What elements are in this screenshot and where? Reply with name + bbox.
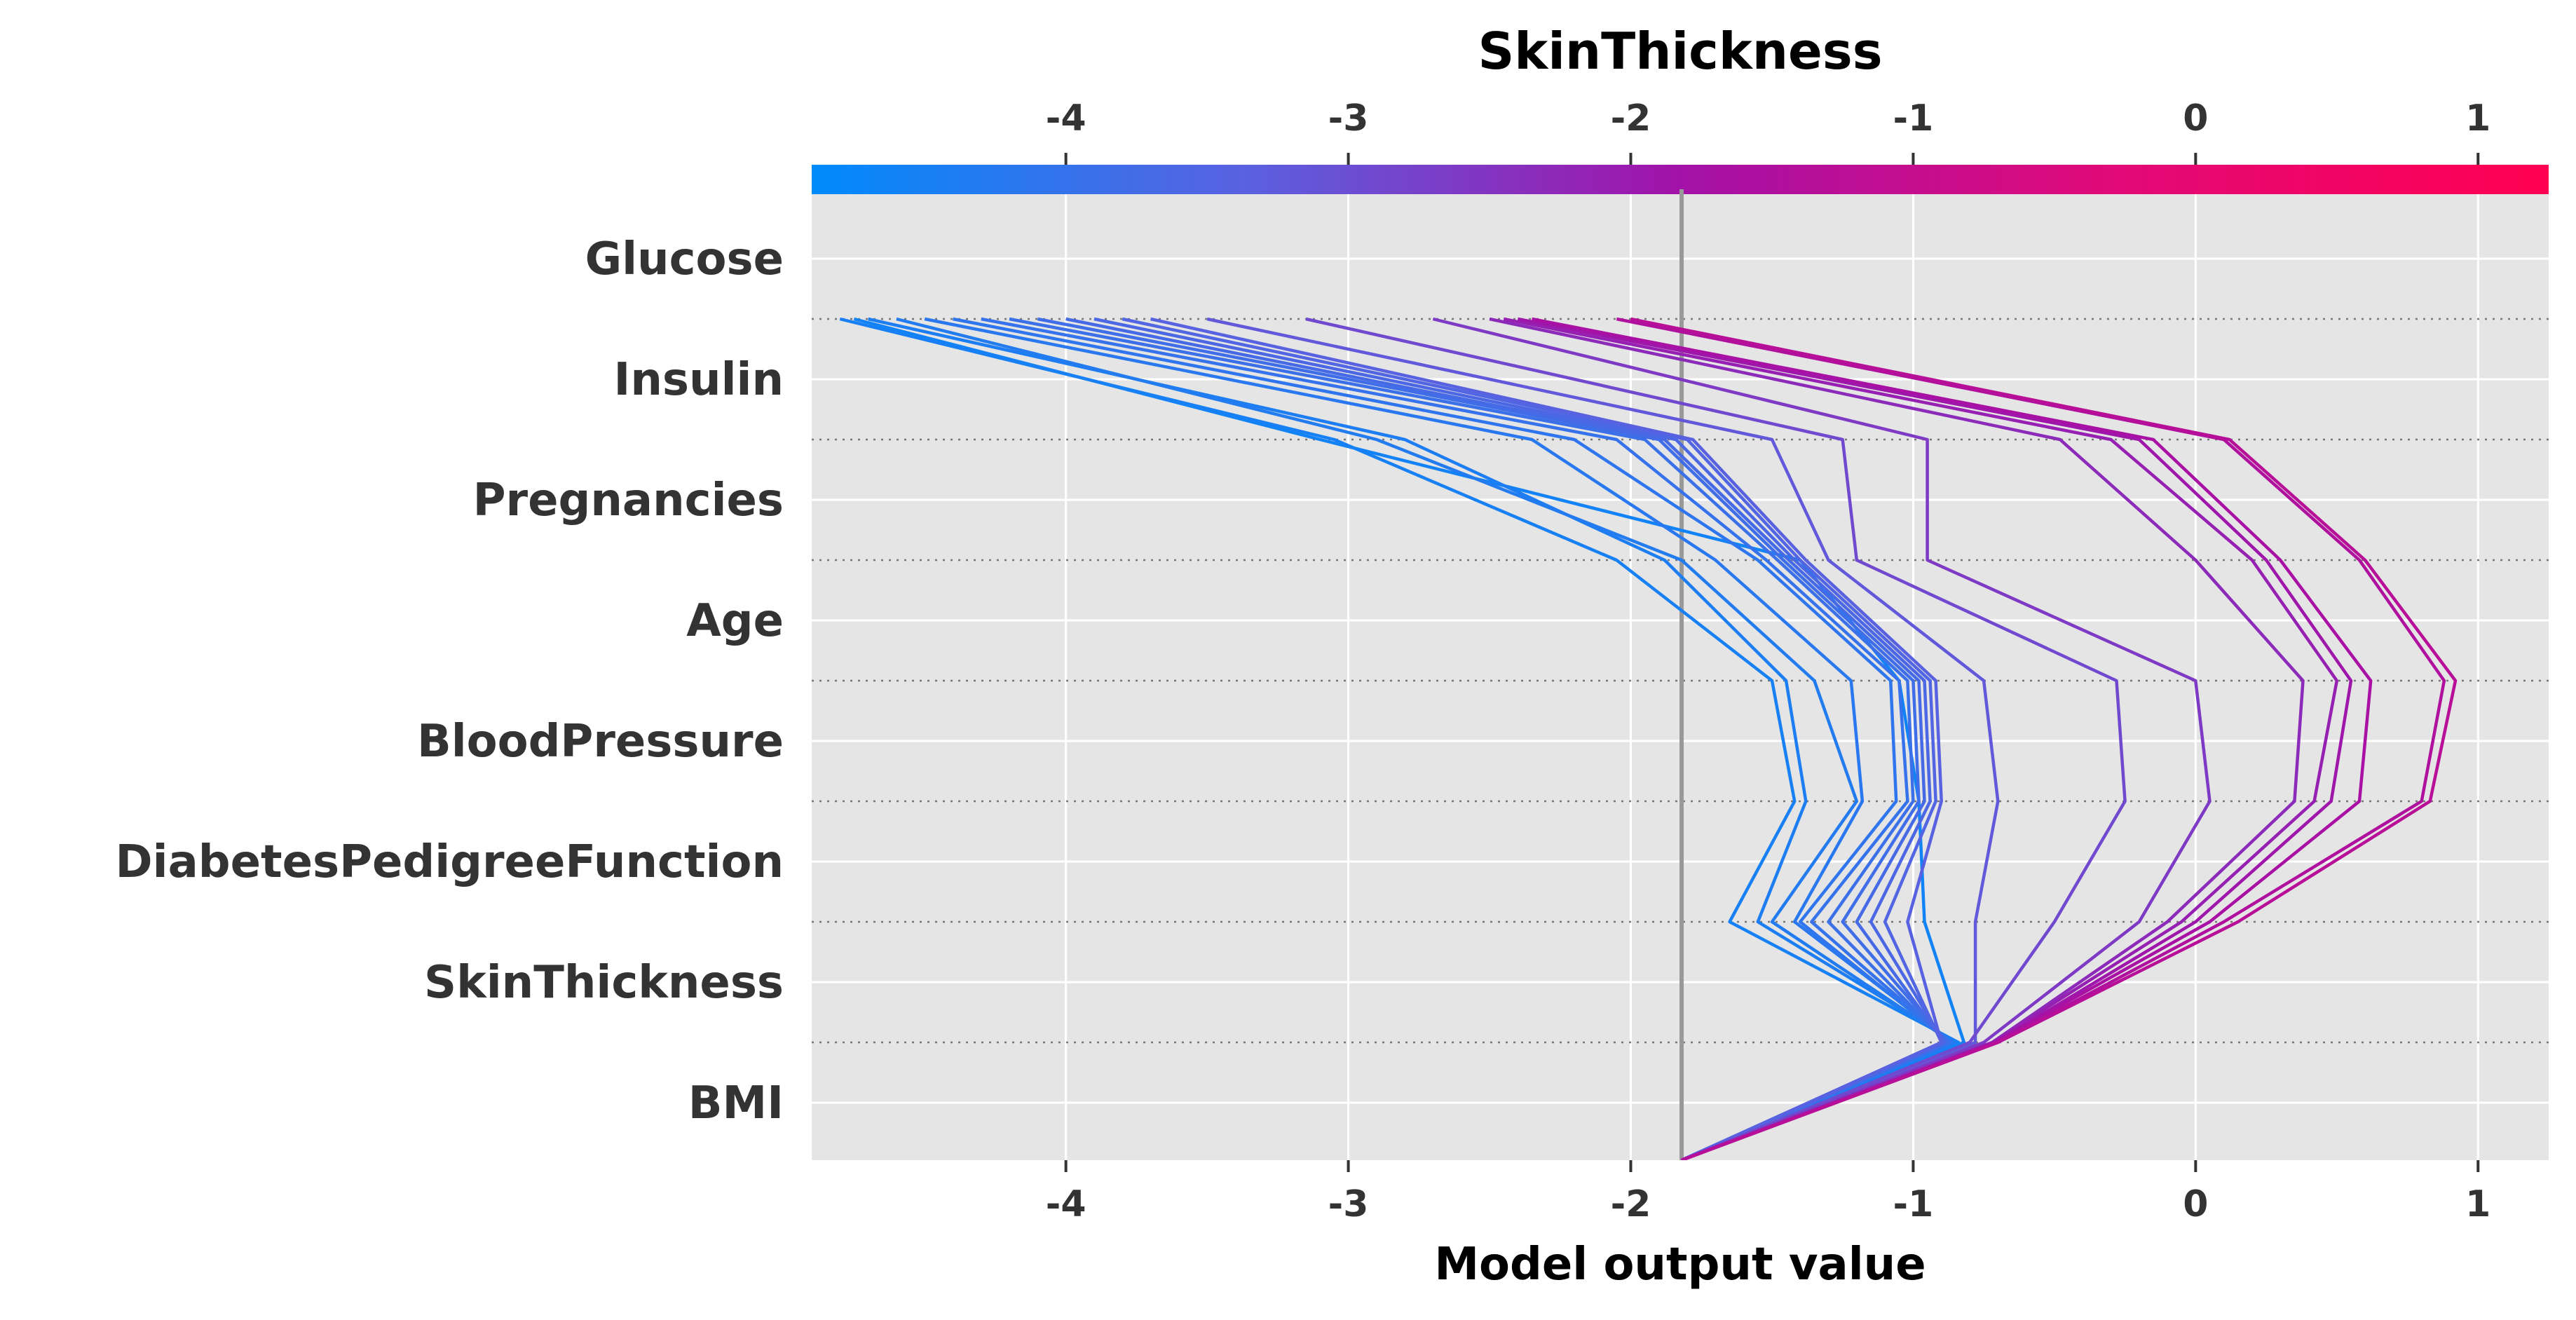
decision-lines (839, 317, 2458, 1160)
decision-line-13 (1206, 317, 2000, 1160)
top-axis: -4 -3 -2 -1 0 1 (1046, 97, 2490, 165)
feature-label-bmi: BMI (688, 1077, 784, 1129)
feature-labels: Glucose Insulin Pregnancies Age BloodPressur… (116, 233, 784, 1129)
decision-line-14 (1305, 317, 2127, 1160)
decision-line-21 (1630, 317, 2458, 1160)
top-tick-label-0: 0 (2183, 97, 2208, 140)
feature-label-pregnancies: Pregnancies (473, 475, 784, 526)
decision-line-9 (1065, 317, 1946, 1160)
decision-line-19 (1532, 317, 2373, 1160)
feature-label-diabetespedigreefunction: DiabetesPedigreeFunction (116, 836, 784, 888)
decision-line-11 (1122, 317, 1943, 1160)
bottom-tick-label--2: -2 (1611, 1183, 1651, 1225)
top-tick-label--1: -1 (1893, 97, 1934, 140)
feature-label-insulin: Insulin (614, 354, 784, 406)
decision-line-15 (1432, 317, 2212, 1160)
top-tick-label--2: -2 (1611, 97, 1651, 140)
bottom-tick-label--1: -1 (1893, 1183, 1934, 1225)
feature-label-bloodpressure: BloodPressure (417, 716, 784, 768)
feature-label-glucose: Glucose (585, 233, 784, 285)
bottom-axis: -4 -3 -2 -1 0 1 (1046, 1160, 2490, 1225)
decision-line-12 (1150, 317, 1943, 1160)
top-tick-label--3: -3 (1328, 97, 1369, 140)
bottom-tick-label-0: 0 (2183, 1183, 2208, 1225)
chart-title: SkinThickness (1478, 22, 1882, 81)
feature-label-age: Age (686, 595, 784, 647)
bottom-tick-label-1: 1 (2465, 1183, 2490, 1225)
decision-line-17 (1503, 317, 2339, 1160)
decision-line-7 (1009, 317, 1949, 1160)
feature-label-skinthickness: SkinThickness (424, 957, 784, 1009)
bottom-tick-label--4: -4 (1046, 1183, 1086, 1225)
x-axis-label: Model output value (1434, 1239, 1926, 1291)
bottom-tick-label--3: -3 (1328, 1183, 1369, 1225)
top-tick-label--4: -4 (1046, 97, 1086, 140)
top-tick-label-1: 1 (2465, 97, 2490, 140)
